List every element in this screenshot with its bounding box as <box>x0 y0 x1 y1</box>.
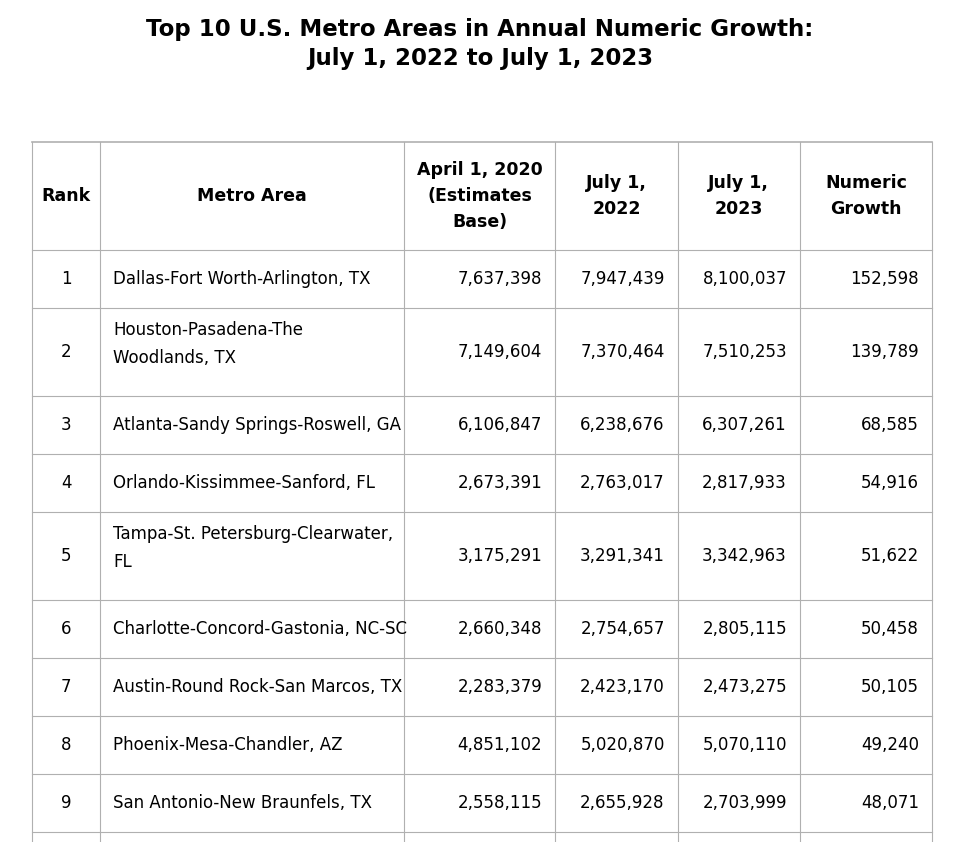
Text: 4,851,102: 4,851,102 <box>458 736 542 754</box>
Text: Dallas-Fort Worth-Arlington, TX: Dallas-Fort Worth-Arlington, TX <box>113 270 371 288</box>
Text: 8,100,037: 8,100,037 <box>703 270 787 288</box>
Text: 2: 2 <box>60 343 72 361</box>
Text: 48,071: 48,071 <box>861 794 919 812</box>
Text: July 1,
2023: July 1, 2023 <box>708 174 769 218</box>
Text: San Antonio-New Braunfels, TX: San Antonio-New Braunfels, TX <box>113 794 372 812</box>
Text: 2,754,657: 2,754,657 <box>580 620 664 638</box>
Text: 2,283,379: 2,283,379 <box>458 678 542 696</box>
Text: Rank: Rank <box>41 187 91 205</box>
Text: 7,947,439: 7,947,439 <box>580 270 664 288</box>
Text: 6,106,847: 6,106,847 <box>458 416 542 434</box>
Text: 2,805,115: 2,805,115 <box>703 620 787 638</box>
Text: 152,598: 152,598 <box>851 270 919 288</box>
Text: 3: 3 <box>60 416 72 434</box>
Text: 6,238,676: 6,238,676 <box>580 416 664 434</box>
Text: 7,637,398: 7,637,398 <box>458 270 542 288</box>
Text: 8: 8 <box>61 736 71 754</box>
Text: 2,423,170: 2,423,170 <box>580 678 664 696</box>
Text: 2,817,933: 2,817,933 <box>702 474 787 492</box>
Text: 6,307,261: 6,307,261 <box>703 416 787 434</box>
Text: 1: 1 <box>60 270 72 288</box>
Text: 3,342,963: 3,342,963 <box>702 547 787 565</box>
Text: 54,916: 54,916 <box>861 474 919 492</box>
Text: 2,655,928: 2,655,928 <box>580 794 664 812</box>
Text: 50,458: 50,458 <box>861 620 919 638</box>
Text: 5: 5 <box>61 547 71 565</box>
Text: 7: 7 <box>61 678 71 696</box>
Text: Charlotte-Concord-Gastonia, NC-SC: Charlotte-Concord-Gastonia, NC-SC <box>113 620 407 638</box>
Text: 4: 4 <box>61 474 71 492</box>
Text: 7,510,253: 7,510,253 <box>703 343 787 361</box>
Text: 2,673,391: 2,673,391 <box>458 474 542 492</box>
Text: Orlando-Kissimmee-Sanford, FL: Orlando-Kissimmee-Sanford, FL <box>113 474 375 492</box>
Text: 7,149,604: 7,149,604 <box>458 343 542 361</box>
Text: 9: 9 <box>61 794 71 812</box>
Text: 5,070,110: 5,070,110 <box>703 736 787 754</box>
Text: Top 10 U.S. Metro Areas in Annual Numeric Growth:
July 1, 2022 to July 1, 2023: Top 10 U.S. Metro Areas in Annual Numeri… <box>146 18 814 70</box>
Text: 2,660,348: 2,660,348 <box>458 620 542 638</box>
Text: Austin-Round Rock-San Marcos, TX: Austin-Round Rock-San Marcos, TX <box>113 678 403 696</box>
Text: 2,703,999: 2,703,999 <box>703 794 787 812</box>
Text: Tampa-St. Petersburg-Clearwater,
FL: Tampa-St. Petersburg-Clearwater, FL <box>113 525 394 571</box>
Text: 3,291,341: 3,291,341 <box>580 547 664 565</box>
Text: 2,763,017: 2,763,017 <box>580 474 664 492</box>
Text: 2,558,115: 2,558,115 <box>458 794 542 812</box>
Text: Atlanta-Sandy Springs-Roswell, GA: Atlanta-Sandy Springs-Roswell, GA <box>113 416 401 434</box>
Text: July 1,
2022: July 1, 2022 <box>586 174 647 218</box>
Text: Metro Area: Metro Area <box>197 187 307 205</box>
Text: 6: 6 <box>61 620 71 638</box>
Text: Phoenix-Mesa-Chandler, AZ: Phoenix-Mesa-Chandler, AZ <box>113 736 343 754</box>
Text: 3,175,291: 3,175,291 <box>458 547 542 565</box>
Text: 7,370,464: 7,370,464 <box>580 343 664 361</box>
Text: 51,622: 51,622 <box>861 547 919 565</box>
Text: 2,473,275: 2,473,275 <box>703 678 787 696</box>
Text: Houston-Pasadena-The
Woodlands, TX: Houston-Pasadena-The Woodlands, TX <box>113 321 303 367</box>
Text: 50,105: 50,105 <box>861 678 919 696</box>
Text: 139,789: 139,789 <box>851 343 919 361</box>
Text: 5,020,870: 5,020,870 <box>580 736 664 754</box>
Text: 49,240: 49,240 <box>861 736 919 754</box>
Text: 68,585: 68,585 <box>861 416 919 434</box>
Text: Numeric
Growth: Numeric Growth <box>825 174 907 218</box>
Text: April 1, 2020
(Estimates
Base): April 1, 2020 (Estimates Base) <box>417 162 542 231</box>
